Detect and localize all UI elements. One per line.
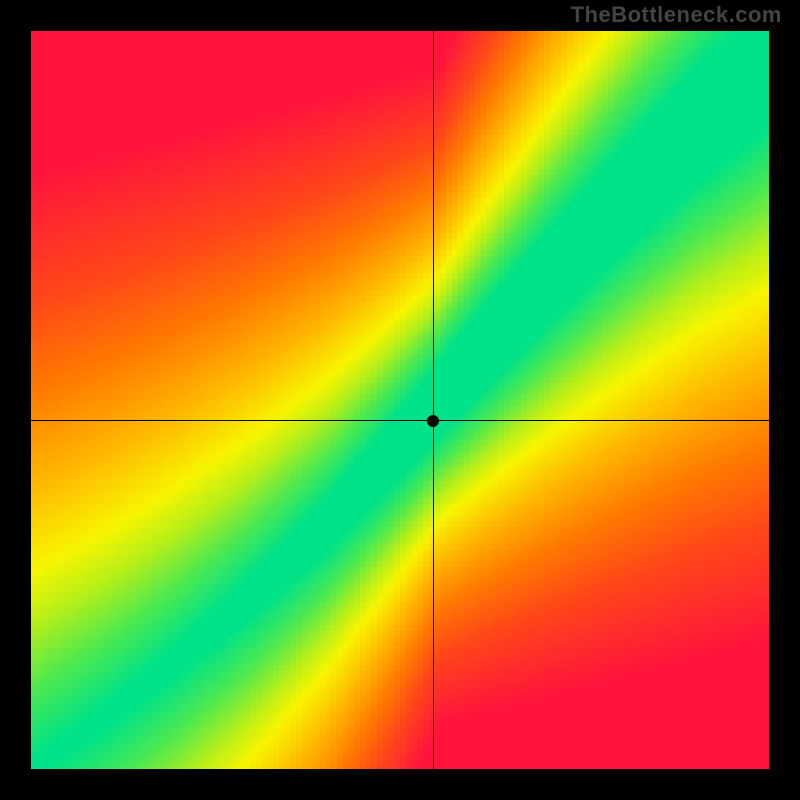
crosshair-vertical <box>433 31 434 769</box>
outer-frame: TheBottleneck.com <box>0 0 800 800</box>
crosshair-marker-dot <box>427 415 439 427</box>
bottleneck-heatmap <box>31 31 769 769</box>
crosshair-horizontal <box>31 420 769 421</box>
attribution-watermark: TheBottleneck.com <box>571 2 782 28</box>
